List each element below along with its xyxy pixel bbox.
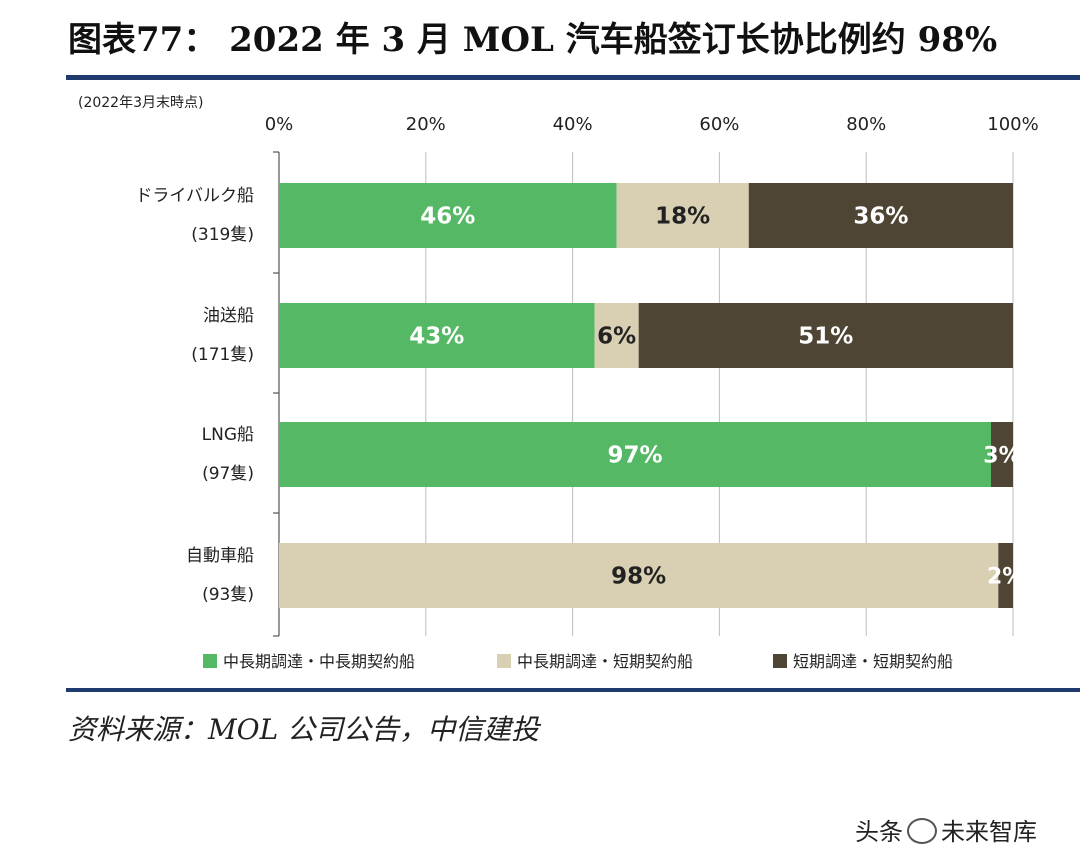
x-tick-label: 40% xyxy=(553,114,593,135)
legend-swatch xyxy=(497,654,511,668)
bar-segment xyxy=(998,543,1013,608)
x-tick-label: 100% xyxy=(987,114,1038,135)
category-label: ドライバルク船 xyxy=(135,186,254,206)
category-count: (93隻) xyxy=(202,585,254,605)
bar-segment xyxy=(279,303,595,368)
legend-label: 中長期調達・中長期契約船 xyxy=(223,652,415,671)
category-label: 自動車船 xyxy=(186,546,254,566)
footer-rule xyxy=(66,688,1080,692)
bar-data-label: 98% xyxy=(611,564,666,590)
category-label: 油送船 xyxy=(203,306,254,326)
wechat-logo-icon xyxy=(907,818,937,844)
title-rule xyxy=(66,75,1080,80)
watermark: 头条 未来智库 xyxy=(855,812,1037,847)
bar-data-label: 51% xyxy=(798,324,853,350)
bar-data-label: 43% xyxy=(409,324,464,350)
as-of-note: (2022年3月末時点) xyxy=(78,95,204,111)
x-tick-label: 20% xyxy=(406,114,446,135)
bar-data-label: 46% xyxy=(420,204,475,230)
bar-segment xyxy=(594,303,639,368)
bar-data-label: 6% xyxy=(597,324,636,350)
bar-segment xyxy=(616,183,749,248)
x-tick-label: 60% xyxy=(699,114,739,135)
legend-label: 短期調達・短期契約船 xyxy=(793,652,953,671)
watermark-right: 未来智库 xyxy=(941,818,1037,846)
legend-swatch xyxy=(773,654,787,668)
bar-segment xyxy=(638,303,1013,368)
legend-swatch xyxy=(203,654,217,668)
bar-data-label: 97% xyxy=(607,443,662,469)
bar-data-label: 2% xyxy=(987,565,1024,590)
category-label: LNG船 xyxy=(202,425,254,445)
chart-title: 图表77： 2022 年 3 月 MOL 汽车船签订长协比例约 98% xyxy=(68,20,998,60)
bar-data-label: 36% xyxy=(853,204,908,230)
bar-segment xyxy=(748,183,1013,248)
bar-data-label: 3% xyxy=(983,444,1020,469)
bar-segment xyxy=(279,422,991,487)
legend-label: 中長期調達・短期契約船 xyxy=(517,652,693,671)
bar-segment xyxy=(279,183,617,248)
x-tick-label: 80% xyxy=(846,114,886,135)
stacked-bar-chart: 0% 20% 40% 60% 80% 100% ドライバルク船 (319隻) 油送船 (171隻)… xyxy=(135,114,1038,671)
bar-segment xyxy=(990,422,1013,487)
x-tick-label: 0% xyxy=(265,114,294,135)
bar-data-label: 18% xyxy=(655,204,710,230)
category-count: (319隻) xyxy=(191,225,254,245)
category-count: (171隻) xyxy=(191,345,254,365)
category-count: (97隻) xyxy=(202,464,254,484)
bar-segment xyxy=(279,543,999,608)
watermark-left: 头条 xyxy=(855,818,903,846)
source-note: 资料来源：MOL 公司公告，中信建投 xyxy=(68,713,540,746)
